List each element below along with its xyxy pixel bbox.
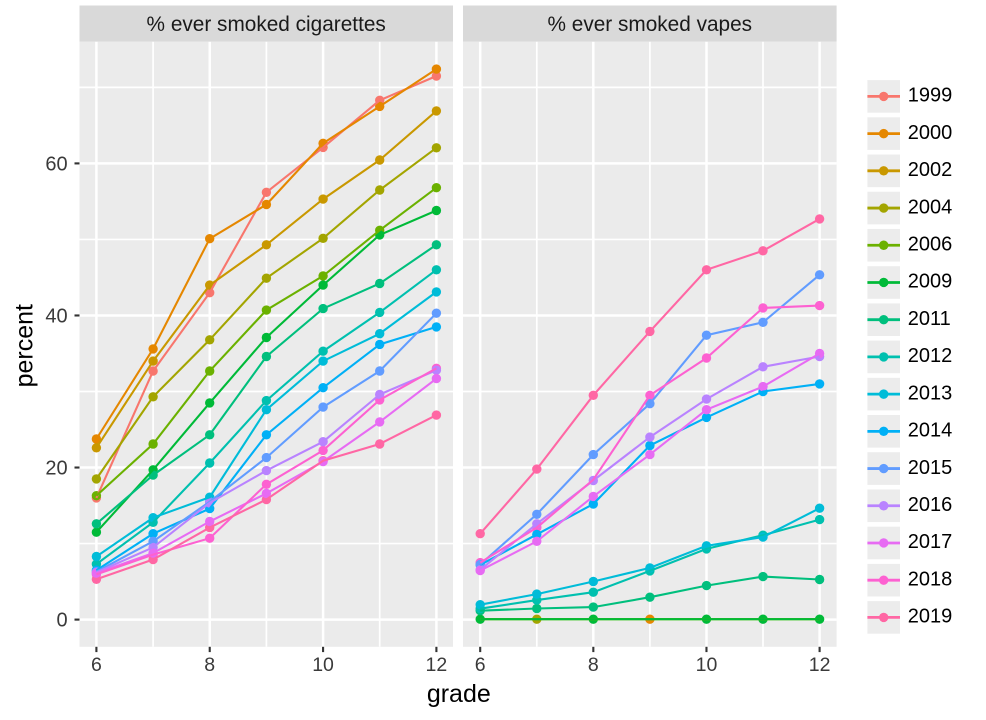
- svg-text:2004: 2004: [908, 196, 953, 218]
- svg-text:40: 40: [45, 306, 67, 328]
- svg-text:2011: 2011: [908, 308, 951, 330]
- svg-text:2000: 2000: [908, 122, 953, 144]
- svg-text:2018: 2018: [908, 568, 953, 590]
- svg-text:% ever smoked vapes: % ever smoked vapes: [547, 13, 752, 36]
- svg-text:10: 10: [312, 654, 334, 676]
- svg-text:6: 6: [91, 654, 102, 676]
- svg-text:2013: 2013: [908, 382, 953, 404]
- svg-text:12: 12: [809, 654, 831, 676]
- svg-text:10: 10: [696, 654, 718, 676]
- svg-text:percent: percent: [10, 304, 38, 387]
- svg-text:grade: grade: [427, 680, 491, 708]
- svg-text:6: 6: [475, 654, 486, 676]
- svg-text:2014: 2014: [908, 420, 953, 442]
- svg-text:0: 0: [56, 610, 67, 632]
- svg-text:8: 8: [204, 654, 215, 676]
- svg-text:20: 20: [45, 458, 67, 480]
- svg-text:2012: 2012: [908, 345, 953, 367]
- svg-text:60: 60: [45, 153, 67, 175]
- svg-text:8: 8: [588, 654, 599, 676]
- svg-text:2015: 2015: [908, 457, 953, 479]
- svg-text:2009: 2009: [908, 271, 953, 293]
- svg-text:2002: 2002: [908, 159, 953, 181]
- svg-text:2017: 2017: [908, 531, 953, 553]
- svg-text:2016: 2016: [908, 494, 953, 516]
- svg-text:1999: 1999: [908, 85, 953, 107]
- svg-text:2006: 2006: [908, 233, 953, 255]
- svg-text:% ever smoked cigarettes: % ever smoked cigarettes: [147, 13, 386, 36]
- svg-text:12: 12: [426, 654, 448, 676]
- svg-text:2019: 2019: [908, 606, 953, 628]
